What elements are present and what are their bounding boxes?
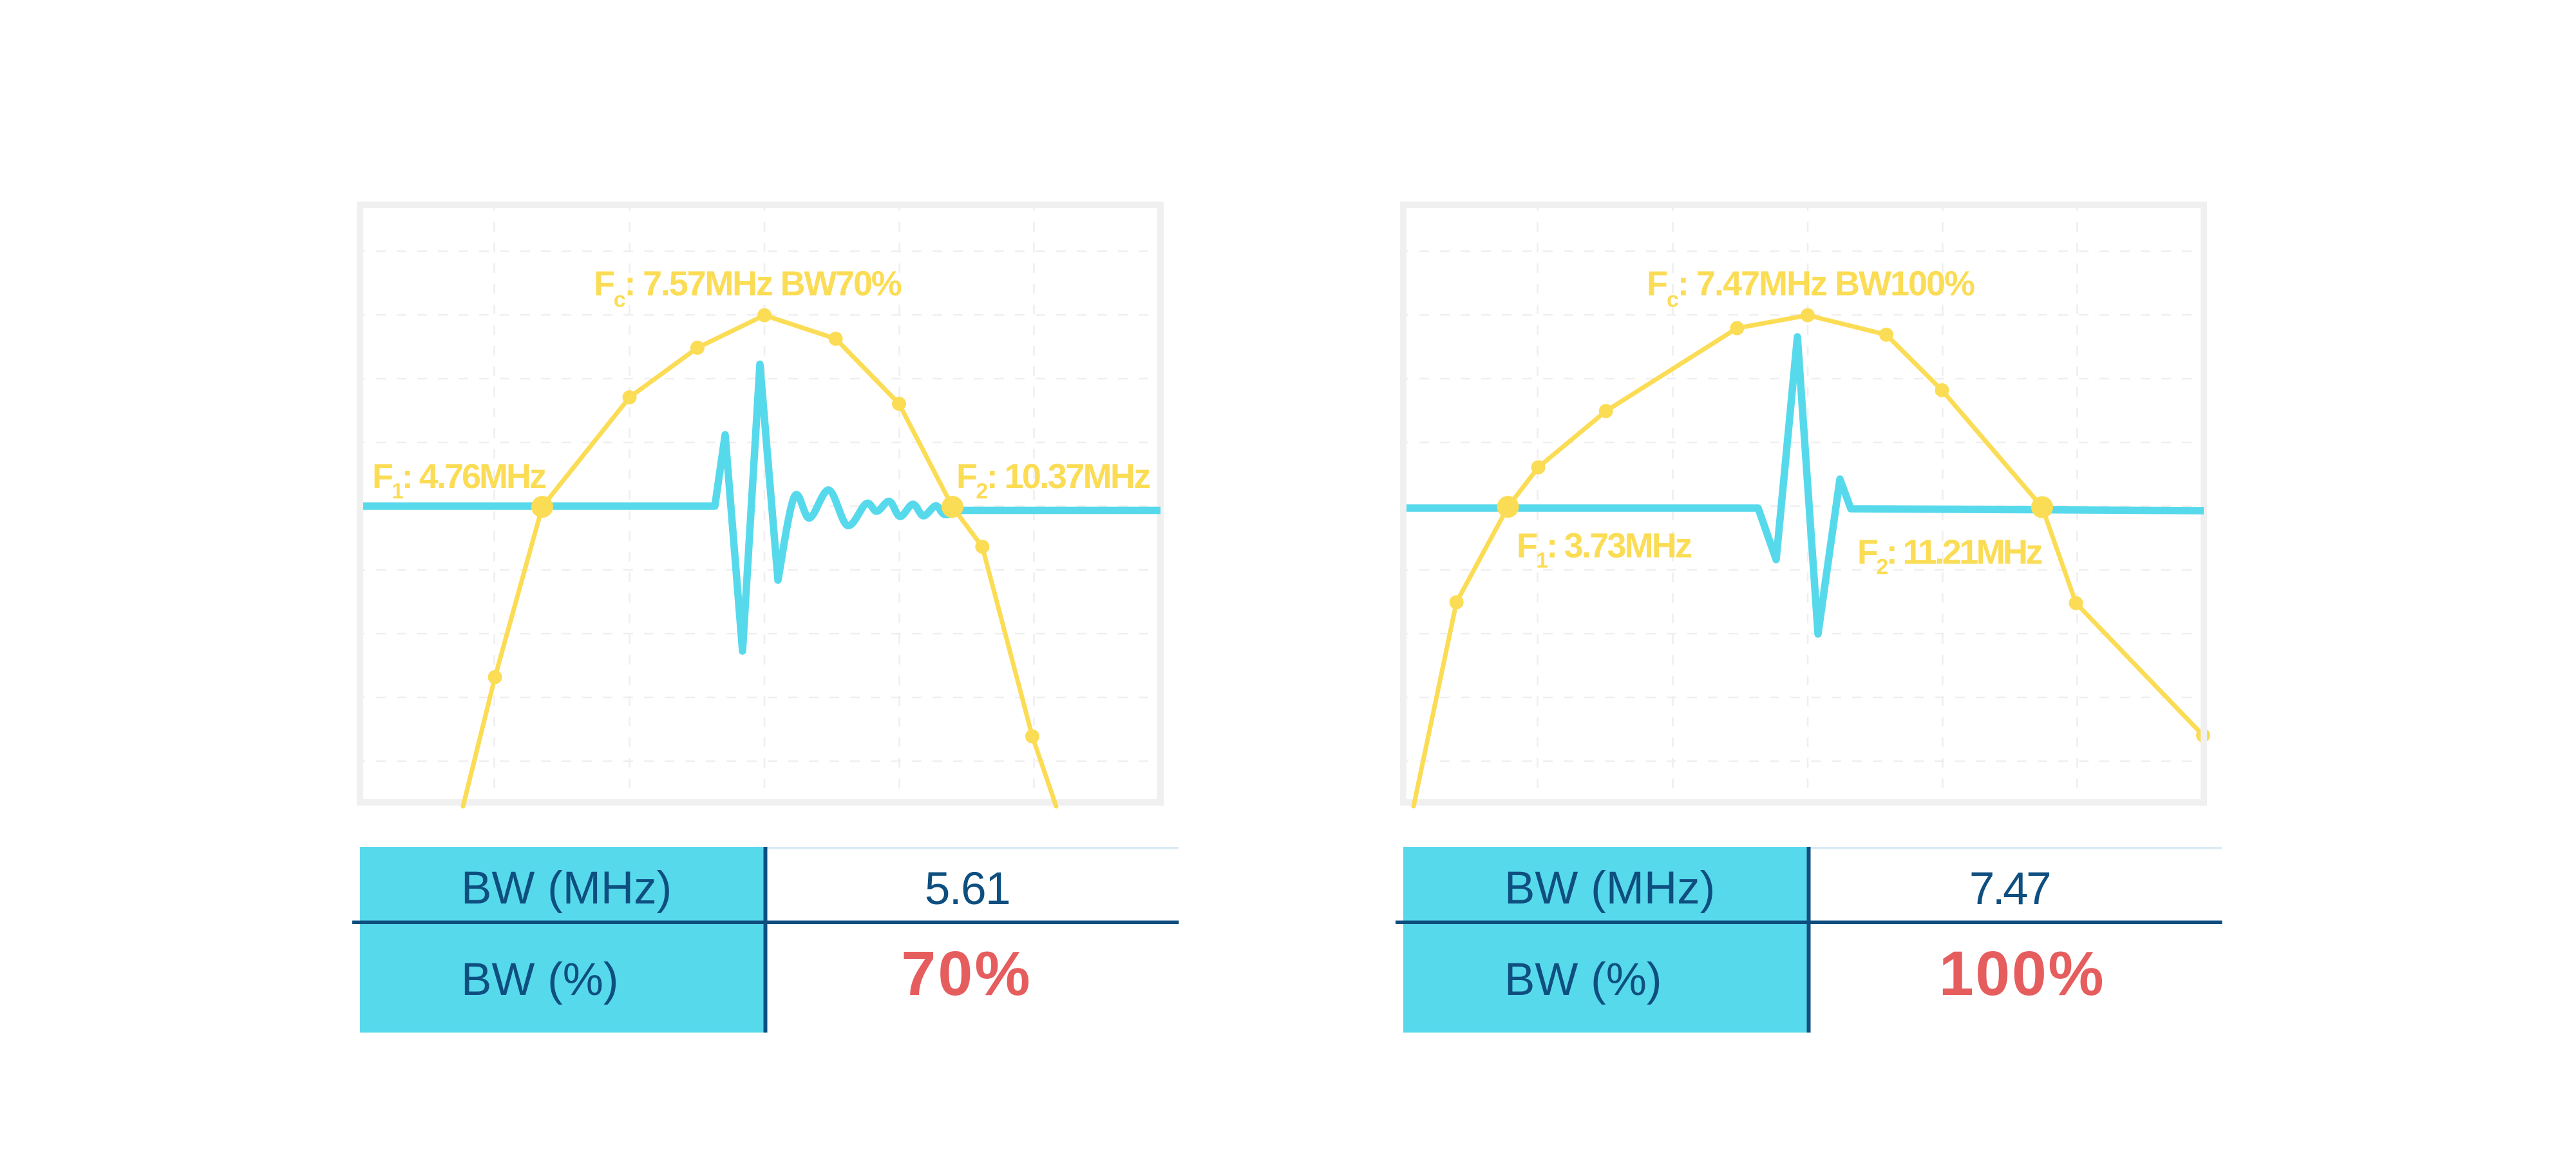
svg-text:F1: 3.73MHz: F1: 3.73MHz (1517, 526, 1692, 572)
svg-text:7.47: 7.47 (1969, 864, 2049, 914)
svg-text:5.61: 5.61 (925, 864, 1010, 914)
svg-text:F1: 4.76MHz: F1: 4.76MHz (372, 457, 546, 504)
svg-text:BW (%): BW (%) (461, 954, 619, 1005)
svg-text:F2: 10.37MHz: F2: 10.37MHz (956, 457, 1150, 504)
svg-text:BW (MHz): BW (MHz) (1504, 863, 1715, 914)
svg-text:100%: 100% (1939, 938, 2106, 1008)
svg-text:Fc: 7.57MHz BW70%: Fc: 7.57MHz BW70% (594, 265, 902, 312)
svg-text:BW (%): BW (%) (1504, 954, 1662, 1005)
svg-text:Fc: 7.47MHz BW100%: Fc: 7.47MHz BW100% (1647, 265, 1975, 312)
svg-text:BW (MHz): BW (MHz) (461, 863, 672, 914)
svg-text:70%: 70% (901, 938, 1032, 1008)
